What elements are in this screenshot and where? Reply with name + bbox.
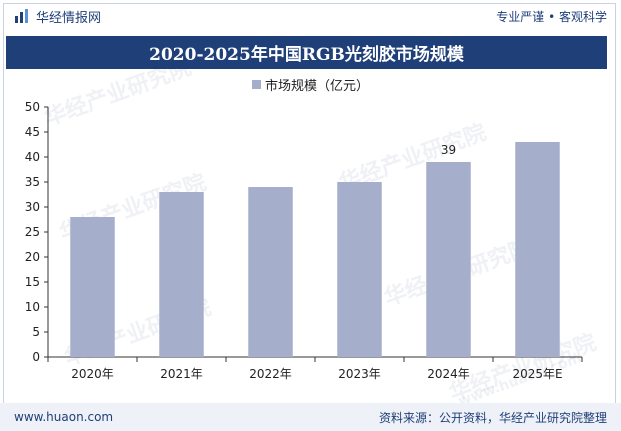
- footer: www.huaon.com 资料来源：公开资料，华经产业研究院整理: [0, 403, 621, 431]
- x-tick-label: 2020年: [71, 367, 114, 381]
- y-tick-label: 50: [25, 100, 40, 114]
- y-tick-label: 35: [25, 175, 40, 189]
- bar: [515, 142, 560, 357]
- footer-url[interactable]: www.huaon.com: [14, 410, 114, 424]
- bar: [426, 162, 471, 357]
- x-tick-label: 2021年: [160, 367, 203, 381]
- top-bar: 华经情报网 专业严谨 • 客观科学: [0, 0, 621, 32]
- y-tick-label: 5: [32, 325, 40, 339]
- y-tick-label: 10: [25, 300, 40, 314]
- y-axis: 0 5 10 15 20 25 30 35 40 45 50: [25, 100, 49, 364]
- y-tick-label: 40: [25, 150, 40, 164]
- x-tick-label: 2023年: [338, 367, 381, 381]
- bar: [70, 217, 115, 357]
- brand-name: 华经情报网: [36, 10, 102, 26]
- bar: [337, 182, 382, 357]
- legend: 市场规模（亿元）: [0, 75, 621, 94]
- y-tick-label: 20: [25, 250, 40, 264]
- data-labels: 39: [441, 143, 456, 157]
- x-tick-label: 2022年: [249, 367, 292, 381]
- y-tick-label: 30: [25, 200, 40, 214]
- bar: [159, 192, 204, 357]
- brand[interactable]: 华经情报网: [14, 7, 101, 26]
- title-bar: 2020-2025年中国RGB光刻胶市场规模: [6, 36, 607, 69]
- footer-source: 资料来源：公开资料，华经产业研究院整理: [378, 410, 607, 425]
- y-tick-label: 15: [25, 275, 40, 289]
- huajing-logo-icon: [15, 9, 28, 23]
- y-tick-label: 25: [25, 225, 40, 239]
- slogan: 专业严谨 • 客观科学: [496, 9, 607, 24]
- data-label: 39: [441, 143, 456, 157]
- bar: [248, 187, 293, 357]
- y-tick-label: 45: [25, 125, 40, 139]
- chart-title: 2020-2025年中国RGB光刻胶市场规模: [149, 45, 464, 65]
- x-axis: 2020年 2021年 2022年 2023年 2024年 2025年E: [47, 356, 583, 381]
- legend-label: 市场规模（亿元）: [264, 79, 369, 94]
- x-tick-label: 2024年: [427, 367, 470, 381]
- x-tick-label: 2025年E: [512, 367, 562, 381]
- bars: [70, 142, 560, 357]
- y-tick-label: 0: [32, 350, 40, 364]
- legend-swatch: [251, 80, 261, 89]
